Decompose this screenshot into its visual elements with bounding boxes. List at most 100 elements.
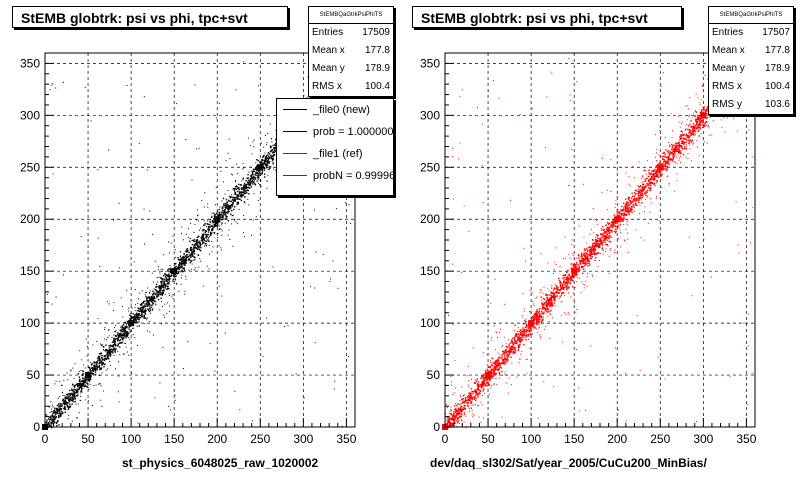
data-point (99, 354, 101, 356)
stats-label: Mean y (312, 63, 345, 74)
data-point (540, 315, 543, 317)
data-point (638, 201, 640, 204)
data-point (251, 180, 254, 182)
data-point (593, 245, 596, 248)
data-point (218, 213, 220, 215)
data-point (99, 361, 101, 363)
data-point (204, 231, 207, 233)
data-point (500, 357, 502, 359)
data-point (645, 194, 647, 196)
data-point (136, 316, 138, 319)
data-point (52, 423, 54, 425)
data-point (164, 294, 166, 296)
data-point (454, 405, 456, 407)
data-point (237, 197, 239, 199)
y-tick-label: 200 (20, 212, 40, 226)
data-point (113, 219, 115, 221)
data-point (223, 209, 226, 211)
data-point (164, 303, 166, 305)
data-point (601, 244, 604, 246)
data-point (547, 300, 549, 302)
data-point (189, 261, 191, 264)
data-point (273, 153, 276, 156)
data-point (104, 357, 106, 359)
data-point (225, 160, 227, 162)
data-point (228, 206, 230, 208)
data-point (479, 392, 481, 395)
data-point (319, 96, 321, 98)
data-point (704, 111, 707, 113)
data-point (255, 174, 257, 177)
data-point (236, 173, 238, 174)
data-point (522, 335, 525, 337)
data-point (482, 390, 484, 392)
data-point (260, 142, 262, 144)
data-point (101, 372, 103, 374)
data-point (211, 216, 213, 218)
data-point (123, 322, 125, 323)
data-point (212, 226, 214, 228)
data-point (500, 367, 503, 369)
data-point (121, 337, 123, 339)
data-point (245, 180, 247, 182)
data-point (248, 204, 250, 206)
data-point (534, 316, 537, 318)
data-point (457, 414, 459, 416)
data-point (85, 381, 87, 384)
data-point (227, 207, 230, 209)
data-point (249, 178, 251, 180)
data-point (582, 266, 584, 268)
data-point (180, 262, 183, 264)
data-point (161, 286, 163, 288)
data-point (80, 380, 82, 382)
data-point (575, 273, 577, 275)
legend-label: probN = 0.999960 (313, 170, 394, 182)
data-point (92, 405, 94, 407)
data-point (546, 308, 548, 311)
data-point (58, 408, 60, 410)
data-point (178, 268, 180, 271)
legend-entry: probN = 0.999960 (277, 165, 393, 187)
data-point (103, 366, 105, 368)
data-point (125, 323, 128, 325)
data-point (208, 268, 210, 270)
data-point (122, 337, 124, 339)
data-point (518, 340, 520, 342)
data-point (314, 342, 316, 344)
data-point (145, 303, 148, 305)
data-point (138, 313, 140, 315)
data-point (158, 276, 160, 278)
data-point (247, 182, 250, 184)
data-point (498, 357, 500, 359)
data-point (122, 333, 125, 335)
data-point (190, 249, 192, 252)
data-point (230, 196, 233, 198)
data-point (254, 184, 257, 186)
data-point (584, 248, 586, 250)
data-point (468, 398, 471, 400)
data-point (251, 172, 254, 175)
left-stats-row: RMS x 100.4 (309, 78, 393, 96)
data-point (524, 326, 527, 328)
data-point (254, 183, 256, 185)
data-point (64, 397, 66, 399)
data-point (612, 219, 615, 221)
data-point (191, 179, 193, 181)
data-point (188, 259, 190, 261)
data-point (546, 307, 549, 309)
data-point (205, 240, 207, 243)
data-point (683, 141, 686, 143)
data-point (126, 289, 128, 291)
data-point (270, 146, 272, 149)
data-point (192, 252, 194, 254)
data-point (147, 317, 149, 319)
data-point (468, 394, 470, 396)
data-point (527, 334, 530, 336)
data-point (144, 310, 147, 312)
data-point (151, 304, 153, 306)
data-point (242, 191, 244, 193)
data-point (153, 334, 154, 336)
data-point (692, 123, 695, 125)
data-point (227, 234, 229, 236)
data-point (167, 405, 169, 407)
